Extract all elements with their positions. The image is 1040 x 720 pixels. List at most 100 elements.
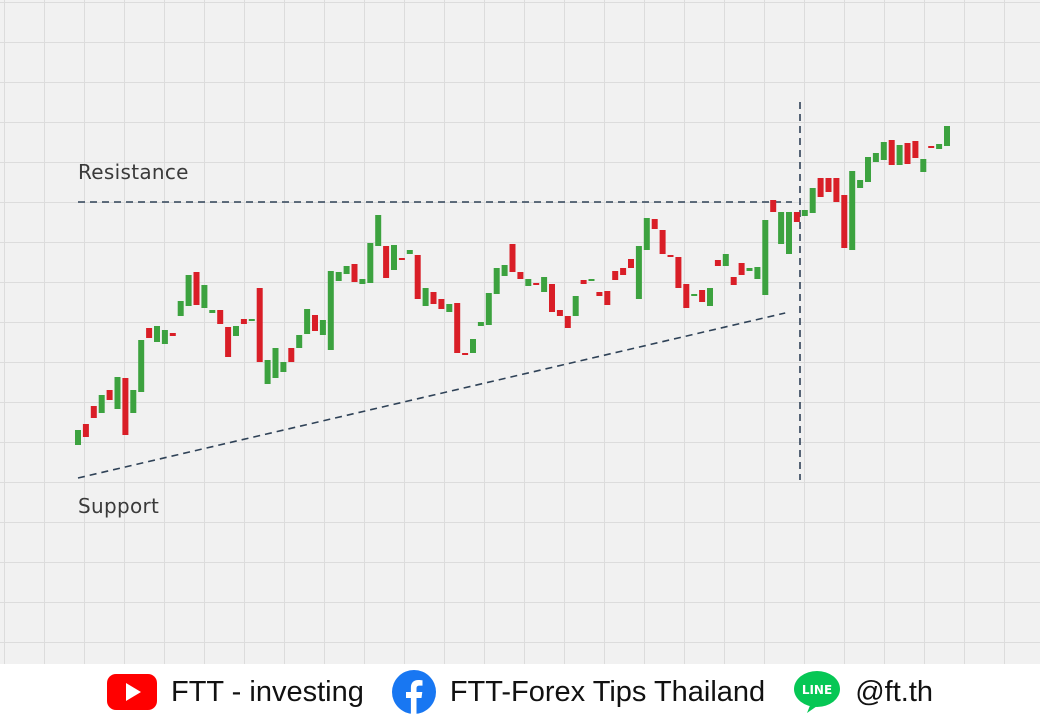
- candle-body: [398, 258, 405, 260]
- candle: [312, 315, 318, 331]
- candle: [841, 195, 848, 248]
- youtube-icon: [106, 674, 157, 710]
- candle-body: [319, 320, 326, 335]
- annotation-lines: [77, 102, 801, 480]
- candle-body: [438, 299, 445, 309]
- candle-body: [209, 310, 216, 313]
- candle: [446, 304, 453, 312]
- candle-body: [114, 377, 121, 409]
- candle-body: [256, 288, 263, 362]
- candle-body: [185, 275, 192, 306]
- candle: [549, 284, 555, 312]
- candle-body: [620, 268, 627, 275]
- candle: [161, 330, 168, 344]
- candle-body: [98, 395, 105, 413]
- candle: [786, 212, 792, 254]
- candle-body: [833, 178, 840, 202]
- footer-bar: FTT - investing FTT-Forex Tips Thailand …: [0, 664, 1040, 720]
- candle-body: [217, 310, 224, 324]
- candle-body: [430, 292, 437, 304]
- facebook-page-text: FTT-Forex Tips Thailand: [449, 675, 766, 708]
- candle: [225, 327, 232, 357]
- candle: [422, 288, 429, 306]
- candle: [485, 293, 492, 325]
- candle-body: [343, 266, 350, 274]
- candle: [414, 255, 421, 299]
- candle-body: [280, 362, 287, 372]
- candle: [438, 299, 445, 309]
- candle: [256, 288, 263, 362]
- candle: [612, 271, 619, 280]
- candle-body: [138, 340, 145, 392]
- candle: [288, 348, 295, 362]
- candle-body: [154, 326, 160, 342]
- candle: [620, 268, 627, 275]
- candle-body: [383, 246, 390, 278]
- candle-body: [817, 178, 824, 197]
- candle: [738, 263, 745, 275]
- candle: [169, 333, 176, 336]
- candle-body: [880, 142, 887, 160]
- candle-body: [106, 390, 113, 400]
- candle: [714, 260, 721, 266]
- candle: [233, 326, 239, 336]
- facebook-icon: [391, 670, 436, 714]
- youtube-link[interactable]: FTT - investing: [106, 674, 364, 710]
- candle: [564, 316, 571, 328]
- candle-body: [82, 424, 89, 437]
- candle-body: [272, 348, 279, 378]
- candle-body: [675, 257, 682, 288]
- candle-body: [391, 245, 397, 270]
- candle: [114, 377, 121, 409]
- candle: [683, 284, 690, 308]
- facebook-link[interactable]: FTT-Forex Tips Thailand: [391, 670, 766, 714]
- candle: [264, 360, 271, 384]
- candle: [501, 265, 508, 276]
- candle: [691, 294, 698, 296]
- candle-body: [612, 271, 619, 280]
- candle-body: [477, 322, 484, 326]
- candle-body: [90, 406, 97, 418]
- candle: [90, 406, 97, 418]
- candle: [762, 220, 769, 295]
- candle-body: [335, 272, 342, 281]
- candle-body: [667, 255, 674, 257]
- line-link[interactable]: LINE @ft.th: [793, 670, 933, 714]
- candle-body: [865, 157, 871, 182]
- candle: [375, 215, 382, 246]
- candle: [651, 219, 658, 229]
- candle: [604, 291, 611, 305]
- candle-body: [936, 144, 943, 149]
- candle: [675, 257, 682, 288]
- candles: [75, 126, 950, 445]
- candle: [793, 212, 800, 222]
- candle: [928, 146, 935, 148]
- candle: [920, 159, 927, 172]
- candle-body: [359, 279, 366, 284]
- candle-body: [793, 212, 800, 222]
- candle-body: [888, 140, 895, 165]
- support-line: [77, 312, 786, 479]
- candle-body: [462, 353, 469, 355]
- line-badge-text: LINE: [802, 683, 832, 697]
- candle-body: [501, 265, 508, 276]
- candle-body: [770, 200, 777, 212]
- candle-body: [928, 146, 935, 148]
- candle: [865, 157, 871, 182]
- candle: [130, 390, 137, 413]
- support-label: Support: [78, 494, 160, 518]
- candle-body: [446, 304, 453, 312]
- candle-body: [312, 315, 318, 331]
- candle-body: [588, 279, 595, 281]
- resistance-label: Resistance: [78, 160, 189, 184]
- candle: [912, 141, 919, 158]
- candle: [493, 268, 500, 294]
- candle: [667, 255, 674, 257]
- candle-body: [146, 328, 153, 338]
- candle: [817, 178, 824, 197]
- candle: [430, 292, 437, 304]
- candle-body: [628, 259, 634, 268]
- candle-body: [841, 195, 848, 248]
- candle: [730, 277, 737, 285]
- candle-body: [470, 339, 476, 353]
